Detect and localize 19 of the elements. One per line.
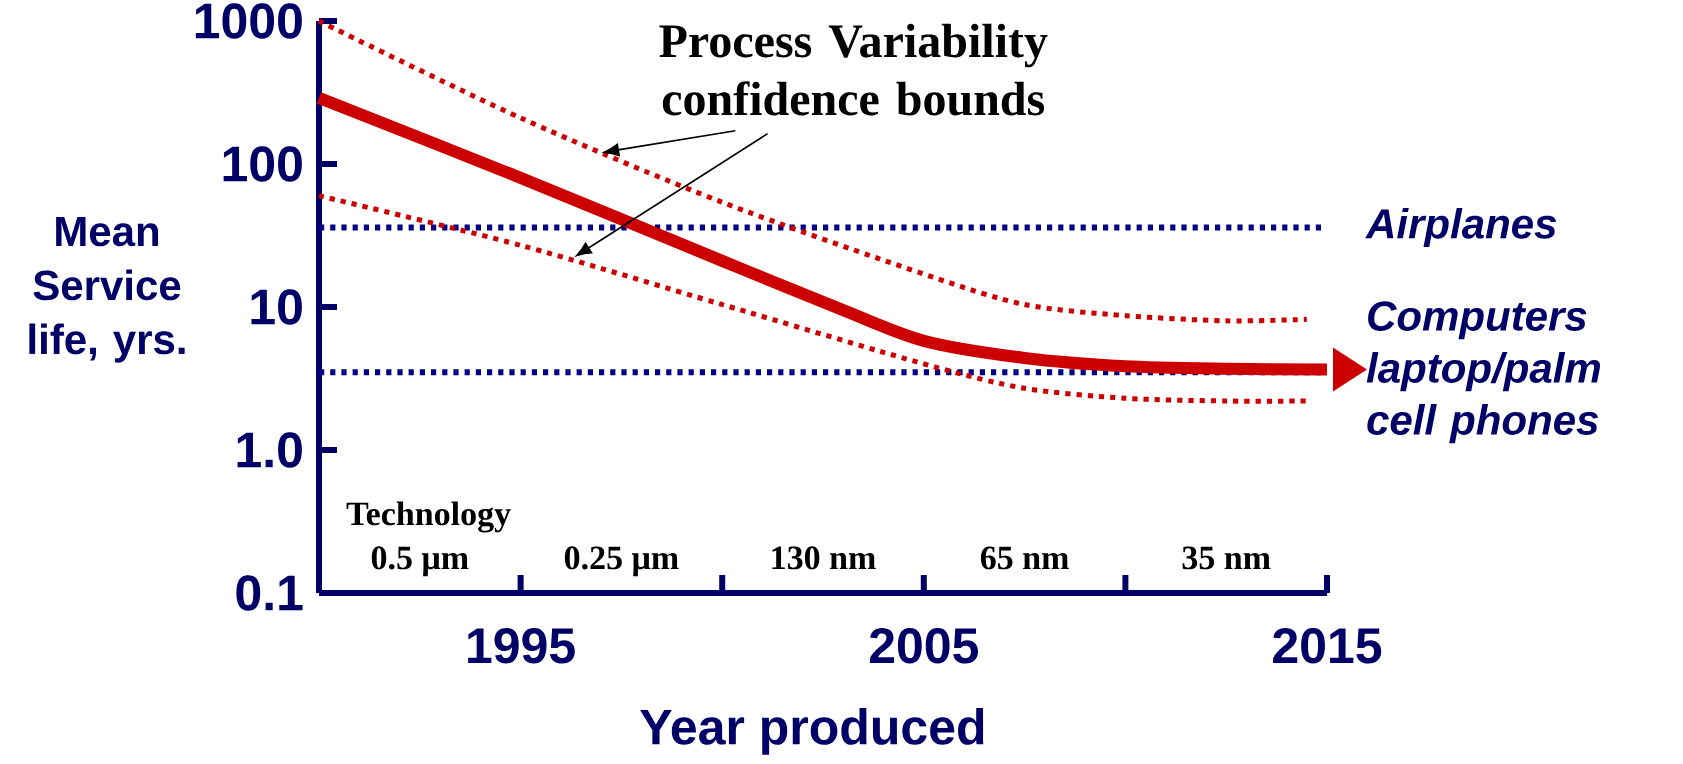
annotation: 0.25 μm (564, 546, 679, 577)
y-tick-label: 0.1 (236, 575, 303, 611)
annotation: Technology (346, 501, 511, 533)
x-tick-label: 1995 (468, 628, 575, 664)
annotation: 35 nm (1182, 546, 1271, 570)
y-tick-label: 100 (223, 146, 302, 182)
x-tick-label: 2015 (1273, 628, 1382, 664)
annotation: 0.5 μm (371, 546, 469, 577)
x-axis-title: Year produced (640, 708, 984, 755)
y-axis-title: Mean Service life, yrs. (29, 217, 185, 363)
ref-line-label: Computers laptop/palm cell phones (1366, 301, 1601, 444)
x-tick-label: 2005 (869, 628, 978, 664)
y-tick-label: 10 (251, 289, 302, 325)
y-tick-label: 1.0 (237, 432, 302, 468)
ref-line-label: Airplanes (1365, 207, 1557, 248)
y-tick-label: 1000 (195, 3, 302, 39)
annotation: 65 nm (980, 546, 1069, 570)
annotation: 130 nm (772, 546, 876, 570)
annotation: Process Variability confidence bounds (659, 23, 1048, 116)
